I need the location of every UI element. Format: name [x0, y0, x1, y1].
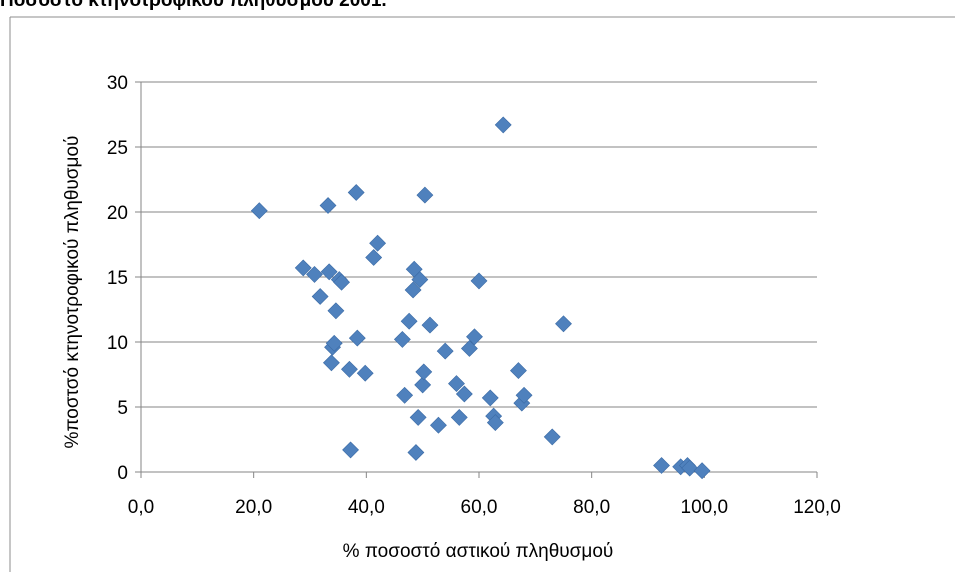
- data-point-marker: [510, 362, 527, 380]
- x-tick-label: 120,0: [793, 497, 841, 518]
- data-point-marker: [555, 315, 572, 333]
- data-point-marker: [342, 441, 359, 459]
- data-point-marker: [396, 386, 414, 404]
- data-point-marker: [653, 457, 670, 474]
- chart-title: Ποσοστό κτηνοτροφικού πληθυσμού 2001.: [0, 0, 387, 11]
- data-point-marker: [356, 364, 374, 382]
- data-point-marker: [543, 428, 561, 446]
- y-tick-label: 20: [107, 203, 128, 224]
- data-point-marker: [460, 340, 478, 357]
- data-point-marker: [400, 312, 418, 330]
- data-point-marker: [515, 386, 533, 404]
- data-point-marker: [325, 334, 343, 352]
- data-point-marker: [448, 375, 465, 393]
- data-point-marker: [341, 360, 358, 378]
- data-point-marker: [430, 416, 447, 434]
- data-point-marker: [450, 408, 468, 426]
- data-point-marker: [320, 263, 338, 281]
- data-point-marker: [414, 376, 432, 394]
- data-point-marker: [369, 234, 387, 252]
- data-point-marker: [416, 186, 434, 204]
- data-point-marker: [681, 459, 699, 477]
- data-point-marker: [294, 259, 312, 277]
- data-point-marker: [481, 389, 499, 407]
- y-tick-label: 0: [117, 463, 128, 484]
- data-point-marker: [322, 354, 340, 372]
- x-tick-label: 100,0: [681, 497, 729, 518]
- y-tick-label: 15: [107, 268, 128, 289]
- y-tick-label: 30: [107, 73, 128, 94]
- data-point-marker: [311, 288, 329, 305]
- x-tick-label: 60,0: [461, 497, 498, 518]
- x-tick-label: 40,0: [348, 497, 385, 518]
- data-point-marker: [436, 342, 454, 360]
- data-point-marker: [348, 329, 366, 347]
- x-tick-labels: 0,0 20,0 40,0 60,0 80,0 100,0 120,0: [128, 497, 841, 518]
- y-axis-label: %ποστσό κτηνοτροφικού πληθυσμού: [62, 136, 83, 449]
- data-point-marker: [327, 302, 345, 320]
- data-point-marker: [365, 249, 383, 266]
- y-tick-label: 25: [107, 138, 128, 159]
- data-point-marker: [415, 363, 433, 381]
- data-point-marker: [455, 385, 473, 403]
- y-tick-label: 10: [107, 333, 128, 354]
- data-points: [250, 116, 711, 480]
- data-point-marker: [466, 328, 483, 346]
- x-tick-label: 80,0: [573, 497, 610, 518]
- data-point-marker: [333, 273, 350, 291]
- data-point-marker: [393, 330, 411, 348]
- data-point-marker: [494, 116, 512, 134]
- data-point-marker: [470, 272, 488, 290]
- data-point-marker: [421, 316, 439, 334]
- data-point-marker: [411, 271, 429, 289]
- gridlines: [141, 81, 817, 408]
- x-tick-label: 20,0: [235, 497, 272, 518]
- data-point-marker: [693, 462, 711, 480]
- x-axis-label: % ποσοστό αστικού πληθυσμού: [343, 541, 614, 562]
- data-point-marker: [409, 408, 427, 426]
- data-point-marker: [250, 202, 268, 220]
- data-point-marker: [306, 265, 323, 283]
- data-point-marker: [319, 197, 337, 214]
- y-tick-labels: 0 5 10 15 20 25 30: [107, 73, 128, 484]
- data-point-marker: [407, 444, 425, 461]
- data-point-marker: [486, 414, 504, 432]
- data-point-marker: [404, 281, 422, 299]
- y-tick-label: 5: [117, 398, 128, 419]
- x-tick-label: 0,0: [128, 497, 154, 518]
- data-point-marker: [347, 184, 365, 201]
